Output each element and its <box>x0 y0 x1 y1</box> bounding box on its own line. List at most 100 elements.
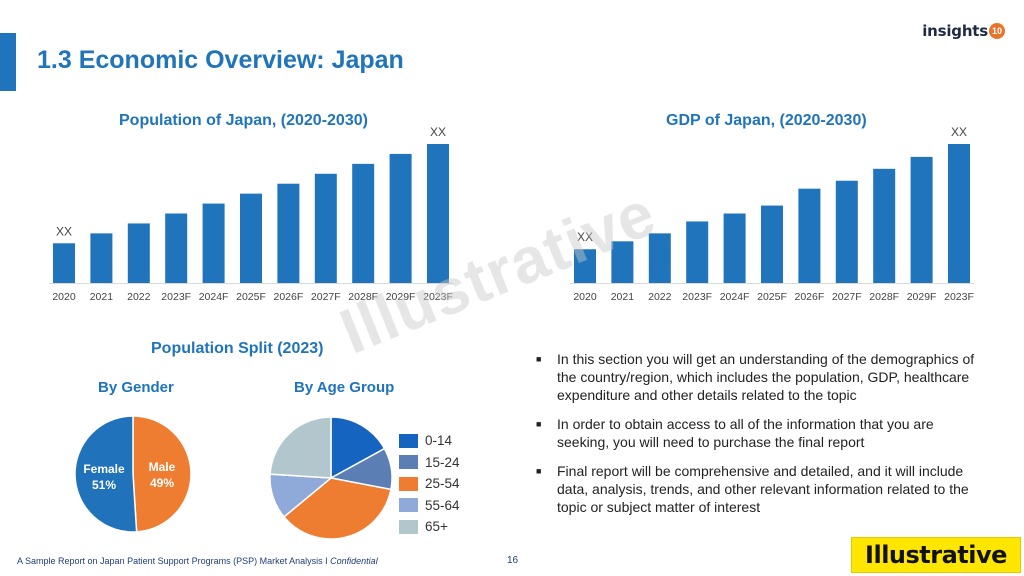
x-tick-label: 2027F <box>311 291 341 303</box>
x-tick-label: 2023F <box>161 291 191 303</box>
logo-badge: 10 <box>989 23 1005 39</box>
pie-slice-0-14 <box>330 416 386 480</box>
bullet-item: ■ In this section you will get an underst… <box>536 350 976 404</box>
pie-slice-name-label: Male <box>149 460 176 474</box>
legend-item: 15-24 <box>399 452 460 474</box>
x-tick-label: 2029F <box>907 291 937 303</box>
bar <box>202 203 225 283</box>
illustrative-stamp: Illustrative <box>851 537 1021 573</box>
legend-label: 25-54 <box>425 476 460 492</box>
x-tick-label: 2023F <box>423 291 453 303</box>
bar <box>90 233 113 283</box>
bar <box>798 188 821 283</box>
bullet-item: ■ Final report will be comprehensive and … <box>536 462 976 516</box>
bar <box>240 193 262 283</box>
bar <box>427 144 449 283</box>
bar <box>352 163 375 283</box>
footer-report-text: A Sample Report on Japan Patient Support… <box>17 556 331 566</box>
x-tick-label: 2023F <box>944 291 974 303</box>
x-tick-labels: 2020 2021 2022 2023F 2024F 2025F 2026F 2027F 202… <box>573 291 974 303</box>
x-tick-label: 2026F <box>274 291 304 303</box>
x-tick-label: 2021 <box>90 291 114 303</box>
legend-label: 15-24 <box>425 454 460 470</box>
insights10-logo: insights 10 <box>922 22 1005 40</box>
data-labels: XX XX <box>56 125 446 238</box>
x-tick-label: 2024F <box>199 291 229 303</box>
bar <box>910 156 933 283</box>
bars <box>574 144 970 283</box>
data-label: XX <box>951 125 967 139</box>
page-title: 1.3 Economic Overview: Japan <box>37 46 404 74</box>
x-tick-labels: 2020 2021 2022 2023F 2024F 2025F 2026F 2027F 202… <box>52 291 453 303</box>
square-bullet-icon: ■ <box>536 466 542 476</box>
population-chart-title: Population of Japan, (2020-2030) <box>119 112 368 129</box>
bar <box>686 221 709 283</box>
footer-text: A Sample Report on Japan Patient Support… <box>17 556 378 566</box>
gdp-chart-title: GDP of Japan, (2020-2030) <box>666 112 867 129</box>
x-tick-label: 2029F <box>386 291 416 303</box>
bar <box>277 183 300 283</box>
by-gender-title: By Gender <box>98 379 174 396</box>
pie-slice-male <box>132 415 192 533</box>
x-tick-label: 2025F <box>757 291 787 303</box>
footer-confidential: Confidential <box>330 556 378 566</box>
age-group-legend: 0-14 15-24 25-54 55-64 65+ <box>399 430 460 538</box>
legend-item: 65+ <box>399 516 460 538</box>
bar <box>948 144 970 283</box>
bar <box>835 180 858 283</box>
legend-label: 55-64 <box>425 497 460 513</box>
bullet-text: Final report will be comprehensive and d… <box>557 463 969 515</box>
bar <box>574 249 596 283</box>
bar <box>723 213 746 283</box>
bar <box>53 243 75 283</box>
bar <box>314 173 337 283</box>
legend-swatch <box>399 433 418 448</box>
logo-text: insights <box>922 22 988 40</box>
gdp-bar-chart: 2020 2021 2022 2023F 2024F 2025F 2026F 2027F 202… <box>570 125 974 303</box>
data-label: XX <box>56 224 72 238</box>
bullet-text: In this section you will get an understa… <box>557 351 975 403</box>
bullet-item: ■ In order to obtain access to all of the… <box>536 415 976 451</box>
pie-slice-65- <box>269 416 332 479</box>
x-tick-label: 2022 <box>127 291 151 303</box>
x-tick-label: 2023F <box>682 291 712 303</box>
legend-item: 55-64 <box>399 495 460 517</box>
x-tick-label: 2028F <box>869 291 899 303</box>
data-labels: XX XX <box>577 125 967 244</box>
legend-label: 65+ <box>425 519 448 535</box>
x-tick-label: 2020 <box>52 291 76 303</box>
bar <box>648 233 671 283</box>
bar <box>389 153 412 283</box>
bars <box>53 144 449 283</box>
square-bullet-icon: ■ <box>536 354 542 364</box>
pie-slice-value-label: 49% <box>150 476 174 490</box>
bullet-text: In order to obtain access to all of the … <box>557 416 934 450</box>
x-tick-label: 2028F <box>348 291 378 303</box>
data-label: XX <box>577 230 593 244</box>
square-bullet-icon: ■ <box>536 419 542 429</box>
bar <box>761 205 783 283</box>
data-label: XX <box>430 125 446 139</box>
population-bar-chart: 2020 2021 2022 2023F 2024F 2025F 2026F 2027F 202… <box>49 125 453 303</box>
legend-item: 25-54 <box>399 473 460 495</box>
pie-slice-name-label: Female <box>83 462 125 476</box>
pie-slice-25-54 <box>282 477 392 540</box>
x-tick-label: 2021 <box>611 291 635 303</box>
legend-swatch <box>399 498 418 513</box>
summary-bullets: ■ In this section you will get an underst… <box>536 350 976 527</box>
legend-swatch <box>399 476 418 491</box>
bar <box>873 168 896 283</box>
population-split-title: Population Split (2023) <box>151 340 324 357</box>
legend-label: 0-14 <box>425 433 453 449</box>
x-tick-label: 2025F <box>236 291 266 303</box>
legend-swatch <box>399 519 418 534</box>
gender-pie-chart: Male 49% Female 51% <box>74 415 192 533</box>
age-group-pie-chart <box>269 416 393 540</box>
bar <box>611 241 634 283</box>
bar <box>127 223 150 283</box>
x-tick-label: 2020 <box>573 291 597 303</box>
by-age-group-title: By Age Group <box>294 379 395 396</box>
x-tick-label: 2027F <box>832 291 862 303</box>
legend-item: 0-14 <box>399 430 460 452</box>
